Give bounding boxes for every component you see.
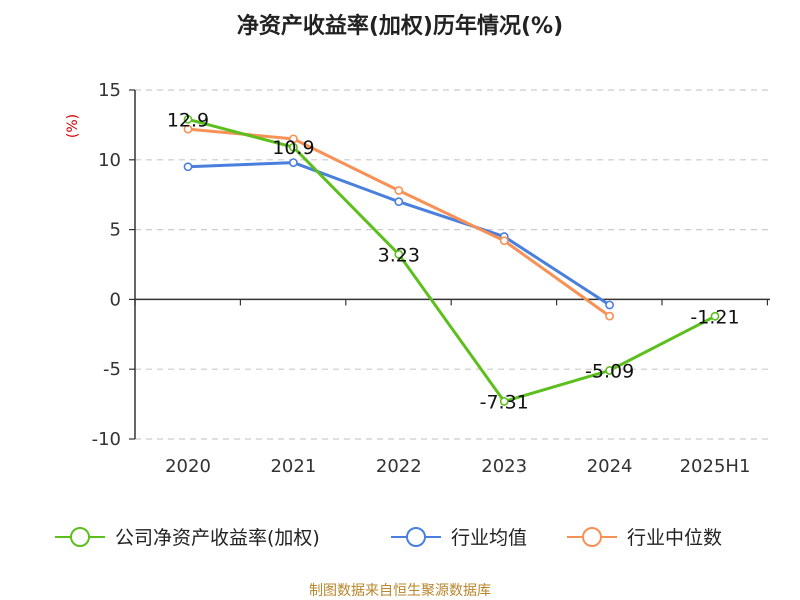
series-point — [288, 158, 298, 167]
series-point — [394, 249, 404, 259]
data-label: -1.21 — [690, 306, 739, 328]
x-tick-label: 2023 — [481, 456, 527, 477]
legend-marker — [582, 527, 602, 547]
x-tick-label: 2020 — [165, 456, 211, 477]
series-layer — [183, 114, 720, 406]
grid-layer — [135, 89, 770, 440]
legend-label: 公司净资产收益率(加权) — [115, 527, 320, 549]
x-tick-label: 2025H1 — [680, 456, 751, 477]
data-label: -5.09 — [585, 360, 634, 382]
data-label: -7.31 — [480, 391, 529, 413]
y-tick-label: -5 — [103, 359, 121, 380]
series-point — [394, 197, 404, 207]
series-point — [394, 186, 404, 195]
legend: 公司净资产收益率(加权) 行业均值 行业中位数 — [55, 527, 722, 549]
series-point — [288, 142, 298, 152]
data-label: 3.23 — [378, 244, 420, 266]
series-point — [605, 311, 614, 321]
series-point — [183, 162, 193, 172]
chart-title: 净资产收益率(加权)历年情况(%) — [237, 13, 563, 39]
x-tick-label: 2021 — [270, 456, 316, 477]
series-point — [710, 311, 720, 321]
data-label-layer: 12.9 10.9 3.23 -7.31 -5.09 -1.21 — [167, 109, 740, 413]
series-line — [186, 161, 612, 307]
series-line — [186, 117, 717, 403]
series-point — [183, 124, 193, 134]
x-tick-label: 2022 — [376, 456, 422, 477]
series-point — [605, 366, 614, 375]
y-tick-label: 10 — [98, 150, 121, 171]
y-axis-unit-label: (%) — [65, 114, 81, 138]
y-tick-label: 5 — [110, 220, 121, 241]
series-point — [288, 134, 298, 144]
legend-marker — [70, 527, 90, 547]
source-note: 制图数据来自恒生聚源数据库 — [309, 583, 491, 599]
legend-label: 行业均值 — [451, 527, 527, 549]
data-label: 12.9 — [167, 109, 209, 131]
x-tick-label: 2024 — [587, 456, 633, 477]
y-tick-label: 0 — [110, 289, 121, 310]
series-point — [499, 397, 509, 406]
series-point — [499, 236, 509, 246]
legend-marker — [406, 527, 426, 547]
y-tick-label: -10 — [92, 429, 121, 450]
data-label: 10.9 — [272, 137, 314, 159]
axis-layer: 15 10 5 0 -5 -10 2020 2021 2022 2023 2024 2025H1 — [92, 80, 770, 477]
legend-label: 行业中位数 — [627, 527, 722, 549]
series-point — [183, 114, 193, 124]
y-tick-label: 15 — [98, 80, 121, 101]
series-line — [186, 127, 612, 318]
series-point — [605, 300, 614, 310]
